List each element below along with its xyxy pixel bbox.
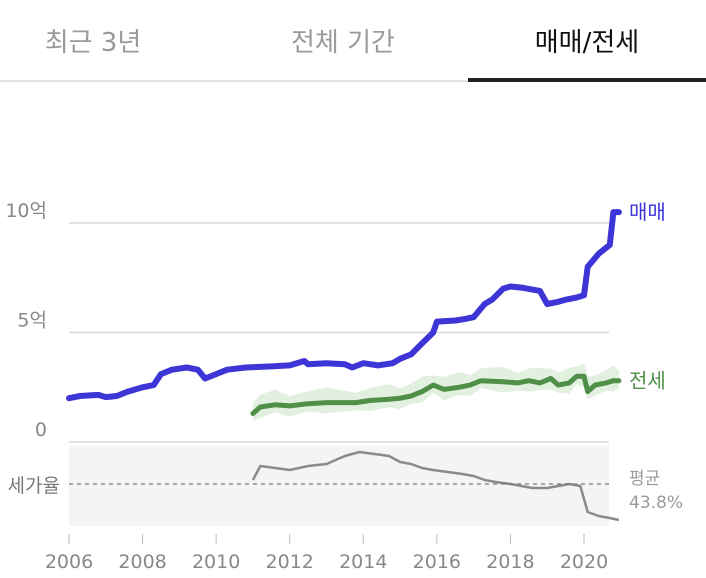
tab-all-period[interactable]: 전체 기간 <box>291 27 395 58</box>
y-tick-label: 0 <box>35 419 47 441</box>
x-tick-label: 2008 <box>118 551 166 573</box>
x-tick-label: 2010 <box>192 551 240 573</box>
average-label: 평균 <box>629 469 660 489</box>
tab-sale-jeonse[interactable]: 매매/전세 <box>468 0 706 82</box>
series-line-jeonse <box>250 373 622 416</box>
series-label-sale: 매매 <box>629 200 666 224</box>
average-value: 43.8% <box>629 493 683 513</box>
series-label-jeonse: 전세 <box>629 369 666 393</box>
x-tick-label: 2016 <box>413 551 461 573</box>
tab-recent-3y[interactable]: 최근 3년 <box>44 27 142 58</box>
x-tick-label: 2006 <box>45 551 93 573</box>
series-line-ratio <box>251 450 620 522</box>
x-tick-label: 2014 <box>339 551 387 573</box>
y-tick-label: 10억 <box>5 200 47 222</box>
x-tick-label: 2018 <box>486 551 534 573</box>
ratio-band-label: 세가율 <box>8 475 60 497</box>
jeonse-range-band <box>252 363 619 422</box>
y-tick-label: 5억 <box>17 310 47 332</box>
series-line-sale <box>66 209 622 402</box>
tab-bar: 최근 3년 전체 기간 매매/전세 <box>0 0 706 82</box>
x-tick-label: 2012 <box>266 551 314 573</box>
x-tick-label: 2020 <box>560 551 608 573</box>
